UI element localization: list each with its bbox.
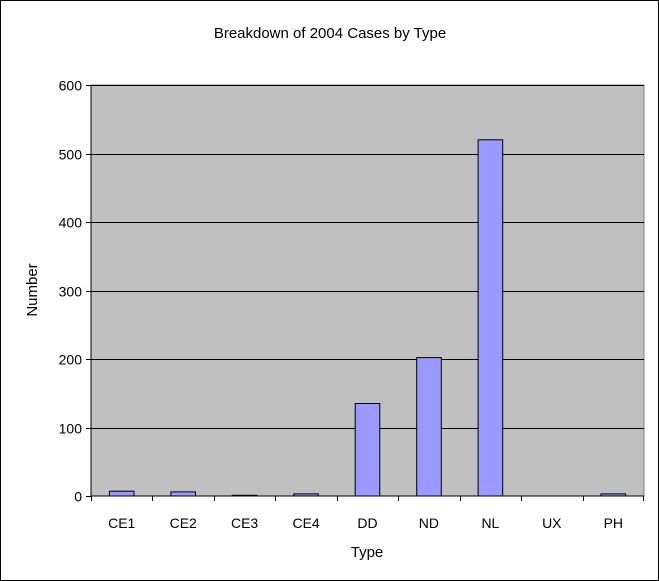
bar-ce2 xyxy=(170,491,196,497)
x-tick-label-ux: UX xyxy=(542,515,562,531)
bar-nl xyxy=(477,139,504,497)
x-axis-ticks: CE1 CE2 CE3 CE4 DD ND NL UX PH xyxy=(91,496,644,531)
y-axis-label: Number xyxy=(24,263,41,316)
x-tick-label-ce1: CE1 xyxy=(108,515,135,531)
x-tick-label-ce4: CE4 xyxy=(292,515,319,531)
chart-title: Breakdown of 2004 Cases by Type xyxy=(214,25,446,42)
y-tick-label: 400 xyxy=(59,215,83,231)
y-tick-label: 600 xyxy=(59,78,83,94)
bar-nd xyxy=(416,357,442,497)
x-tick-label-dd: DD xyxy=(357,515,377,531)
bars xyxy=(108,139,627,497)
y-tick-label: 200 xyxy=(59,352,83,368)
y-axis-ticks: 0 100 200 300 400 500 600 xyxy=(59,78,91,505)
x-tick-label-ce3: CE3 xyxy=(231,515,258,531)
x-tick-label-ph: PH xyxy=(604,515,623,531)
x-tick-label-nd: ND xyxy=(419,515,439,531)
x-tick-label-nl: NL xyxy=(481,515,499,531)
y-tick-label: 0 xyxy=(74,489,82,505)
y-tick-label: 500 xyxy=(59,147,83,163)
y-tick-label: 100 xyxy=(59,421,83,437)
gridlines xyxy=(91,85,644,429)
x-axis-label: Type xyxy=(351,544,384,561)
x-tick-label-ce2: CE2 xyxy=(170,515,197,531)
y-tick-label: 300 xyxy=(59,284,83,300)
bar-dd xyxy=(354,403,381,497)
bar-ce1 xyxy=(108,490,135,497)
